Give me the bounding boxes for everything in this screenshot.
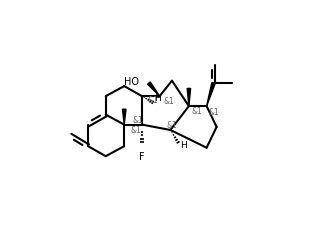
Text: H: H <box>180 140 186 149</box>
Polygon shape <box>147 82 160 97</box>
Text: &1: &1 <box>166 120 177 130</box>
Text: H: H <box>154 94 161 103</box>
Text: &1: &1 <box>191 107 202 116</box>
Text: &1: &1 <box>164 97 174 106</box>
Polygon shape <box>122 110 126 125</box>
Text: HO: HO <box>124 77 139 87</box>
Text: F: F <box>139 151 145 161</box>
Text: &1: &1 <box>130 126 141 135</box>
Polygon shape <box>207 83 215 107</box>
Text: &1: &1 <box>209 108 220 116</box>
Text: &1: &1 <box>133 116 143 125</box>
Text: &1: &1 <box>147 95 158 104</box>
Polygon shape <box>187 89 191 107</box>
